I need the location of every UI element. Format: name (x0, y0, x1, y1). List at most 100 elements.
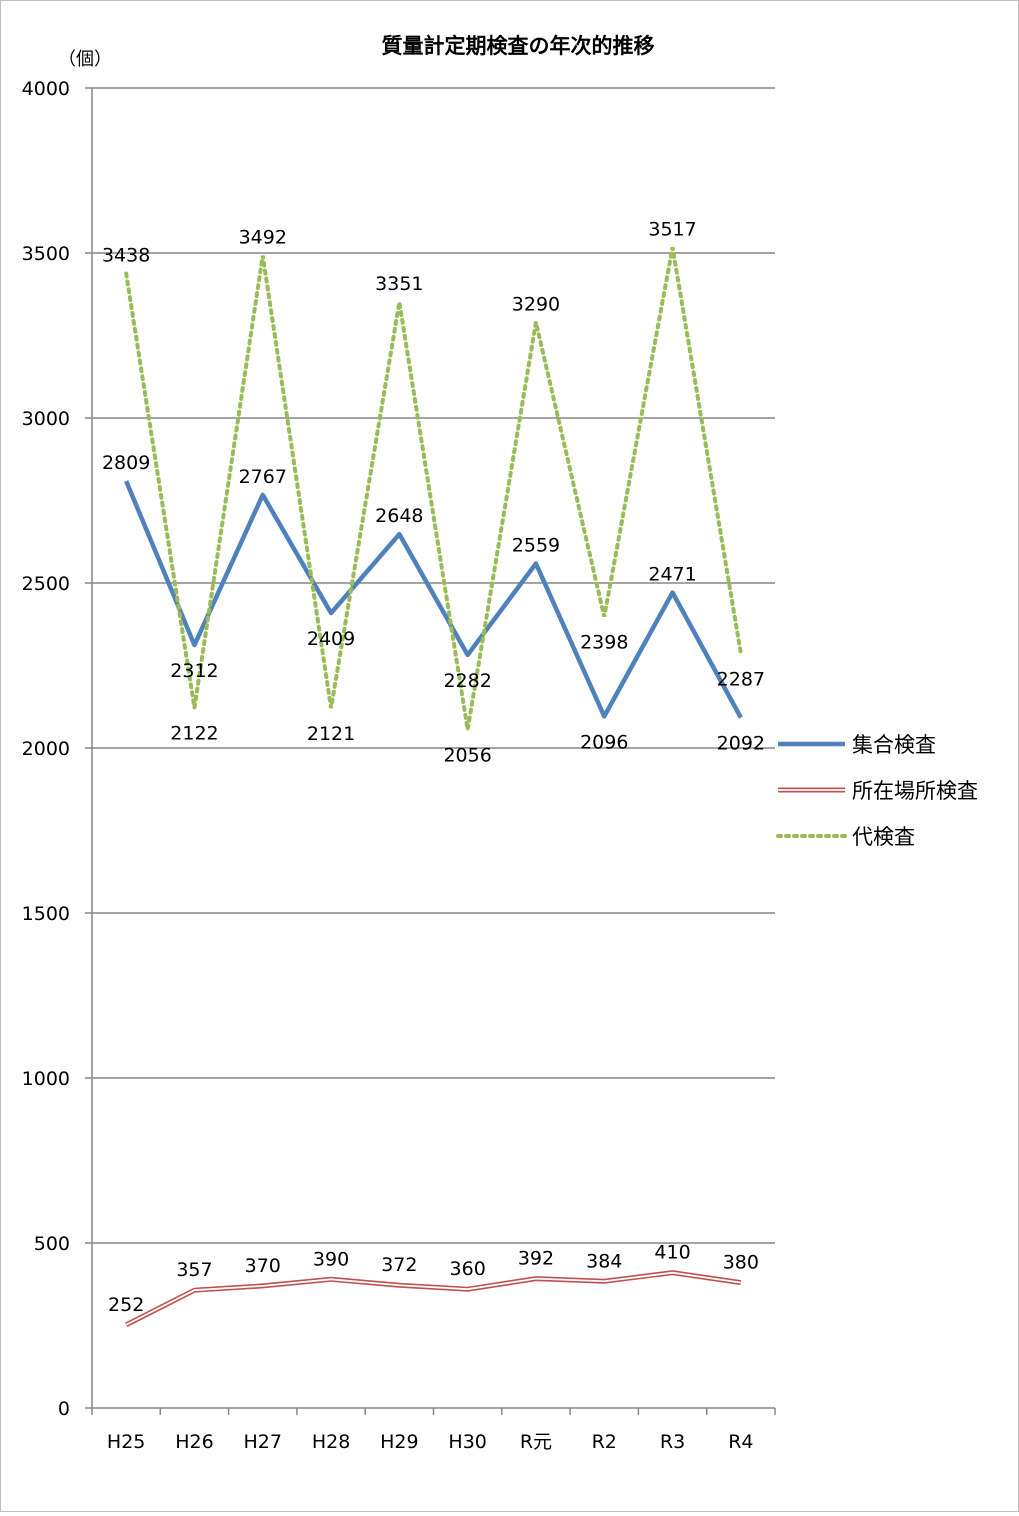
data-point (261, 493, 265, 497)
data-label: 2809 (102, 452, 150, 474)
data-label: 2287 (717, 668, 765, 690)
series-lines (124, 245, 743, 1328)
data-label: 370 (245, 1255, 281, 1277)
data-point (329, 611, 333, 615)
legend-label: 所在場所検査 (852, 779, 978, 803)
y-tick-label: 0 (58, 1398, 70, 1420)
y-tick-label: 500 (34, 1233, 70, 1255)
data-point (261, 254, 265, 258)
grid-lines (92, 87, 775, 1244)
data-point (602, 1279, 606, 1283)
x-tick-label: R3 (660, 1431, 685, 1453)
x-tick-label: H28 (312, 1431, 350, 1453)
series-3 (124, 245, 743, 732)
data-point (192, 1288, 196, 1292)
x-tick-label: H26 (175, 1431, 213, 1453)
axes: 0 500 1000 1500 2000 2500 3000 3500 4000 H25 H26 H2… (22, 78, 776, 1453)
data-label: 360 (450, 1258, 486, 1280)
data-label: 410 (654, 1242, 690, 1264)
data-point (329, 706, 333, 710)
data-point (192, 706, 196, 710)
chart-title: 質量計定期検査の年次的推移 (382, 34, 655, 58)
data-point (192, 643, 196, 647)
series-line (124, 480, 743, 719)
legend-item-3: 代検査 (776, 825, 915, 849)
series-1 (124, 479, 743, 720)
data-point (602, 615, 606, 619)
y-tick-label: 3500 (22, 243, 70, 265)
legend-label: 集合検査 (852, 733, 936, 757)
data-point (124, 479, 128, 483)
x-tick-label: H29 (380, 1431, 418, 1453)
y-tick-label: 2500 (22, 573, 70, 595)
data-point (329, 1277, 333, 1281)
data-label: 2096 (580, 731, 628, 753)
data-label: 2398 (580, 632, 628, 654)
y-tick-label: 1500 (22, 903, 70, 925)
data-label: 3438 (102, 244, 150, 266)
data-label: 3351 (375, 273, 423, 295)
series-2 (124, 1270, 743, 1328)
data-point (466, 653, 470, 657)
data-label: 2056 (443, 745, 491, 767)
data-point (534, 320, 538, 324)
data-label: 380 (723, 1252, 759, 1274)
data-point (671, 245, 675, 249)
y-tick-label: 1000 (22, 1068, 70, 1090)
data-label: 3492 (239, 227, 287, 249)
data-label: 372 (381, 1254, 417, 1276)
data-label: 2409 (307, 628, 355, 650)
data-point (671, 591, 675, 595)
data-point (534, 562, 538, 566)
data-label: 252 (108, 1294, 144, 1316)
data-point (739, 651, 743, 655)
data-point (397, 532, 401, 536)
x-tick-label: H30 (448, 1431, 486, 1453)
data-label: 2282 (443, 670, 491, 692)
data-label: 2092 (717, 733, 765, 755)
series-line (124, 247, 743, 730)
data-label: 2122 (170, 723, 218, 745)
data-label: 2559 (512, 535, 560, 557)
data-label: 357 (176, 1259, 212, 1281)
data-label: 2471 (648, 564, 696, 586)
data-point (124, 271, 128, 275)
data-label: 2121 (307, 723, 355, 745)
y-tick-label: 3000 (22, 408, 70, 430)
x-tick-label: R4 (728, 1431, 753, 1453)
legend-item-2: 所在場所検査 (778, 779, 978, 803)
data-labels: 2809 2312 2767 2409 2648 2282 2559 2096 2471 2092… (102, 218, 765, 1315)
x-tick-label: H25 (107, 1431, 145, 1453)
data-point (466, 728, 470, 732)
series-line-inner (125, 1271, 741, 1326)
data-label: 2767 (239, 466, 287, 488)
data-label: 3290 (512, 293, 560, 315)
data-point (397, 1283, 401, 1287)
data-label: 2312 (170, 660, 218, 682)
data-label: 384 (586, 1250, 622, 1272)
data-point (671, 1271, 675, 1275)
data-label: 392 (518, 1248, 554, 1270)
data-point (739, 716, 743, 720)
y-tick-label: 2000 (22, 738, 70, 760)
data-point (261, 1284, 265, 1288)
data-label: 3517 (648, 218, 696, 240)
data-point (602, 714, 606, 718)
x-tick-label: R元 (520, 1431, 552, 1453)
data-point (534, 1277, 538, 1281)
data-point (124, 1323, 128, 1327)
data-point (739, 1281, 743, 1285)
x-tick-label: R2 (592, 1431, 617, 1453)
x-tick-label: H27 (244, 1431, 282, 1453)
legend-label: 代検査 (852, 825, 915, 849)
y-tick-label: 4000 (22, 78, 70, 100)
y-axis-unit-label: （個） (58, 49, 112, 70)
data-point (397, 300, 401, 304)
data-point (466, 1287, 470, 1291)
data-label: 390 (313, 1248, 349, 1270)
data-label: 2648 (375, 505, 423, 527)
legend-item-1: 集合検査 (778, 733, 936, 757)
